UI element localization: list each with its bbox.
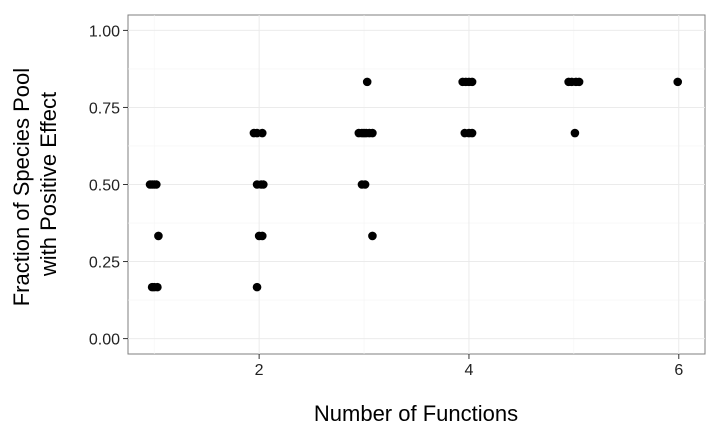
y-axis-ticks: 0.00 0.25 0.50 0.75 1.00 <box>89 23 128 349</box>
data-point <box>152 180 161 189</box>
data-point <box>257 231 267 241</box>
x-tick-label: 6 <box>674 362 683 379</box>
data-point <box>673 77 683 87</box>
x-tick-label: 4 <box>465 362 474 379</box>
data-point <box>252 282 262 292</box>
data-point <box>574 77 584 87</box>
data-points <box>145 77 683 292</box>
data-point <box>467 128 477 138</box>
major-gridlines <box>128 15 705 354</box>
y-axis-title-line-2: with Positive Effect <box>36 92 61 277</box>
x-axis-title: Number of Functions <box>314 401 518 426</box>
y-tick-label: 1.00 <box>89 23 120 40</box>
y-tick-label: 0.50 <box>89 178 120 195</box>
data-point <box>153 282 162 292</box>
y-axis-title-line-1: Fraction of Species Pool <box>9 68 34 306</box>
x-tick-label: 2 <box>255 362 264 379</box>
y-tick-label: 0.25 <box>89 255 120 272</box>
data-point <box>368 231 377 241</box>
data-point <box>154 231 163 241</box>
data-point <box>360 180 370 189</box>
data-point <box>362 77 372 87</box>
data-point <box>259 180 268 189</box>
data-point <box>368 128 377 138</box>
y-tick-label: 0.75 <box>89 100 120 117</box>
data-point <box>467 77 477 87</box>
y-tick-label: 0.00 <box>89 332 120 349</box>
y-axis-title: Fraction of Species Pool with Positive E… <box>9 62 61 307</box>
x-axis-ticks: 2 4 6 <box>255 354 683 379</box>
data-point <box>570 128 580 138</box>
data-point <box>257 128 267 138</box>
